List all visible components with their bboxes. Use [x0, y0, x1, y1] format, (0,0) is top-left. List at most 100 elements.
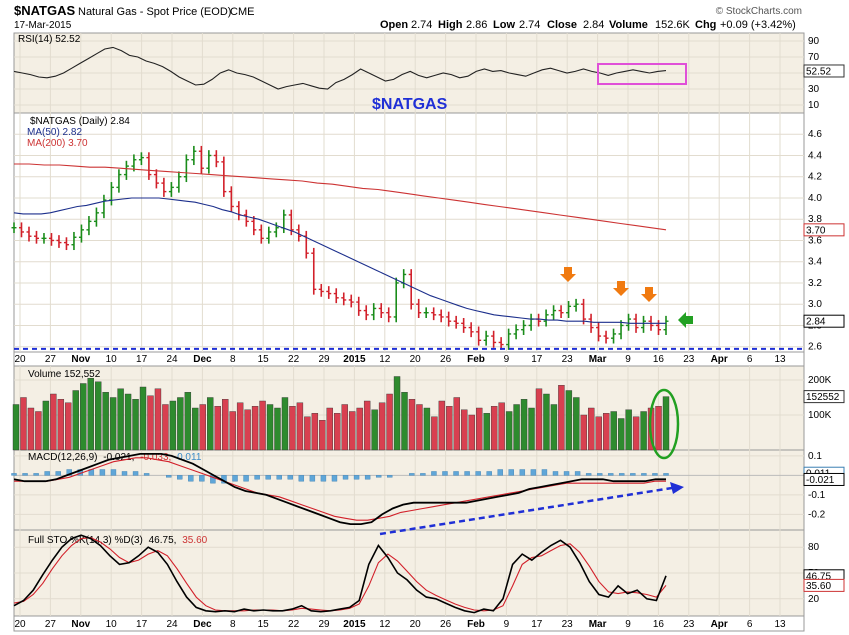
macd-histogram-bar: [608, 473, 614, 476]
volume-bar: [565, 390, 573, 451]
macd-histogram-bar: [420, 473, 426, 476]
volume-bar: [386, 393, 393, 451]
ohlc-bar: [86, 216, 92, 236]
ohlc-bar: [483, 330, 489, 346]
macd-histogram-bar: [375, 475, 382, 478]
macd-histogram-bar: [442, 471, 448, 476]
price-panel: [13, 112, 805, 353]
rsi-tick-label: 90: [808, 36, 820, 47]
volume-bar: [528, 407, 535, 451]
x-tick-label: 15: [258, 354, 270, 365]
ohlc-bar: [491, 330, 497, 348]
macd-histogram-bar: [320, 475, 327, 482]
ohlc-bar: [611, 328, 617, 344]
macd-tick-label: 0.1: [808, 451, 822, 462]
high-value: 2.86: [466, 19, 487, 31]
ohlc-bar: [371, 303, 377, 321]
macd-trendline-arrowhead: [670, 482, 684, 494]
macd-signal-value: -0.033,: [140, 452, 171, 463]
volume-bar: [154, 388, 162, 451]
volume-bar: [640, 411, 647, 451]
volume-bar: [476, 407, 483, 451]
ohlc-bar: [101, 194, 107, 219]
x-tick-label: 8: [230, 619, 236, 630]
volume-bar: [87, 378, 94, 451]
macd-histogram-bar: [563, 471, 570, 476]
volume-bar: [505, 411, 513, 451]
volume-bar: [393, 376, 401, 451]
volume-bar: [371, 409, 378, 451]
ohlc-bar: [11, 222, 17, 234]
volume-bar: [603, 413, 610, 451]
volume-bar: [378, 402, 386, 451]
macd-histogram-bar: [254, 475, 260, 480]
overlay-title: $NATGAS: [372, 96, 448, 113]
volume-bar: [72, 390, 79, 451]
volume-bar: [513, 404, 520, 451]
macd-histogram-bar: [177, 475, 183, 480]
ohlc-bar: [348, 294, 354, 308]
macd-histogram-bar: [298, 475, 305, 482]
ohlc-bar: [18, 222, 24, 238]
ma200-tag-box: [803, 223, 845, 237]
ohlc-bar: [176, 171, 182, 193]
price-tick-label: 3.4: [808, 257, 822, 268]
ohlc-bar: [468, 322, 474, 338]
volume-bar: [124, 393, 132, 451]
volume-bar: [12, 404, 20, 451]
ohlc-bar: [138, 152, 144, 166]
volume-bar: [281, 397, 289, 451]
macd-histogram-bar: [44, 471, 50, 476]
ohlc-bar: [93, 207, 99, 227]
volume-bar: [50, 393, 57, 451]
volume-bar: [117, 388, 124, 451]
volume-bar: [94, 381, 102, 451]
x-tick-label: 17: [136, 619, 148, 630]
ohlc-bar: [71, 231, 77, 251]
macd-histogram-bar: [585, 473, 592, 476]
ohlc-bar: [431, 307, 437, 321]
price-tick-label: 4.2: [808, 172, 822, 183]
ohlc-bar: [543, 309, 549, 327]
macd-histogram-bar: [630, 473, 636, 476]
volume-last-tag-box: [803, 390, 845, 404]
volume-bar: [139, 386, 147, 451]
ohlc-bar: [386, 307, 392, 323]
rsi-title: RSI(14) 52.52: [18, 34, 81, 45]
x-tick-label: 16: [653, 354, 665, 365]
macd-histogram-bar: [663, 473, 669, 476]
volume-bar: [102, 392, 109, 451]
volume-bar: [356, 407, 363, 451]
x-tick-label: 10: [106, 354, 118, 365]
volume-bar: [65, 402, 72, 451]
macd-histogram-bar: [99, 469, 106, 476]
volume-bar: [42, 400, 50, 451]
macd-tick-label: -0.1: [808, 490, 826, 501]
x-tick-label: 20: [14, 354, 26, 365]
macd-histogram-bar: [519, 469, 526, 476]
description: Natural Gas - Spot Price (EOD): [78, 6, 231, 18]
volume-bar: [169, 400, 177, 451]
ohlc-bar: [221, 156, 227, 197]
x-tick-label: 23: [562, 354, 574, 365]
volume-bar: [296, 402, 304, 451]
volume-label: Volume: [609, 19, 648, 31]
volume-bar: [319, 420, 326, 451]
macd-histogram-bar: [121, 471, 128, 476]
volume-bar: [595, 416, 602, 451]
volume-bar: [558, 385, 565, 451]
x-tick-label: 22: [288, 354, 300, 365]
ohlc-bar: [228, 186, 234, 212]
ohlc-bar: [551, 305, 557, 321]
macd-histogram-bar: [464, 471, 470, 476]
ohlc-bar: [273, 222, 279, 238]
ohlc-bar: [378, 303, 384, 319]
chart-date: 17-Mar-2015: [14, 20, 72, 31]
open-label: Open: [380, 19, 408, 31]
macd-histogram-bar: [652, 473, 658, 476]
x-tick-label: 2015: [343, 619, 366, 630]
x-tick-label: 23: [683, 354, 695, 365]
volume-bar: [35, 411, 42, 451]
x-tick-label: 13: [774, 619, 786, 630]
